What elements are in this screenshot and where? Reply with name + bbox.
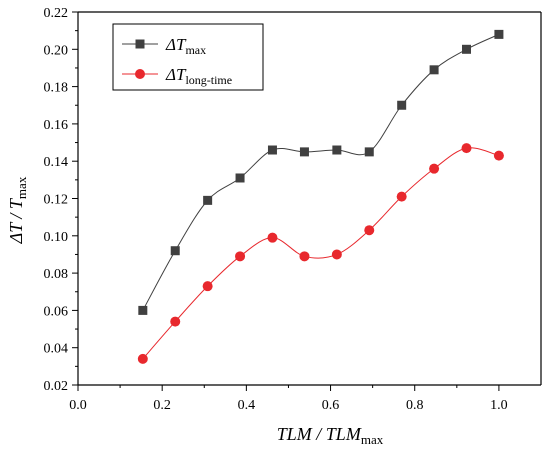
y-tick-label: 0.06 [44,304,69,319]
x-tick-label: 1.0 [490,398,508,413]
data-point [235,251,246,262]
data-point [429,65,439,75]
data-point [170,316,181,327]
legend: ΔTmax ΔTlong-time [112,23,264,91]
y-tick-label: 0.22 [44,6,69,21]
data-point [397,100,407,110]
data-point [494,29,504,39]
series-layer [137,29,504,364]
data-point [332,145,342,155]
data-point [235,173,245,183]
data-point [364,225,375,236]
legend-item-2: ΔTlong-time [122,65,232,87]
data-point [137,353,148,364]
data-point [138,305,148,315]
y-axis-title: ΔT / Tmax [6,176,29,244]
data-point [203,195,213,205]
data-point [202,281,213,292]
y-tick-label: 0.02 [44,379,69,394]
y-tick-label: 0.12 [44,193,69,208]
x-tick-label: 0.0 [69,398,87,413]
legend-marker [135,69,145,79]
y-tick-label: 0.08 [44,267,69,282]
data-point [396,191,407,202]
y-tick-label: 0.20 [44,43,69,58]
data-point [493,150,504,161]
x-tick-label: 0.6 [322,398,340,413]
data-point [267,232,278,243]
series-line [142,147,500,360]
legend-marker [135,39,145,49]
legend-label: ΔTmax [165,35,206,57]
legend-box [112,23,264,91]
legend-item-1: ΔTmax [122,35,206,57]
data-point [461,44,471,54]
x-axis-title: TLM / TLMmax [277,424,384,447]
data-point [461,143,472,154]
y-axis-ticks: 0.02 0.04 0.06 0.08 0.10 0.12 0.14 0.16 0.18 0.20… [44,6,78,394]
legend-label: ΔTlong-time [165,65,232,87]
x-tick-label: 0.2 [153,398,171,413]
data-point [299,147,309,157]
x-tick-label: 0.8 [406,398,424,413]
y-tick-label: 0.10 [44,230,69,245]
y-axis-title-sub: max [14,176,29,199]
data-point [299,251,310,262]
x-tick-label: 0.4 [238,398,256,413]
x-axis-title-sub: max [361,432,384,447]
y-tick-label: 0.18 [44,81,69,96]
series-1 [138,29,504,315]
data-point [364,147,374,157]
y-tick-label: 0.14 [44,155,69,170]
x-axis-ticks: 0.0 0.2 0.4 0.6 0.8 1.0 [69,385,508,413]
data-point [429,163,440,174]
data-point [267,145,277,155]
data-point [331,249,342,260]
y-tick-label: 0.16 [44,118,69,133]
data-point [170,246,180,256]
series-2 [137,143,504,364]
y-tick-label: 0.04 [44,342,69,357]
